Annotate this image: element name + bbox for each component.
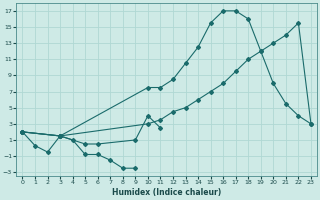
X-axis label: Humidex (Indice chaleur): Humidex (Indice chaleur) [112, 188, 221, 197]
